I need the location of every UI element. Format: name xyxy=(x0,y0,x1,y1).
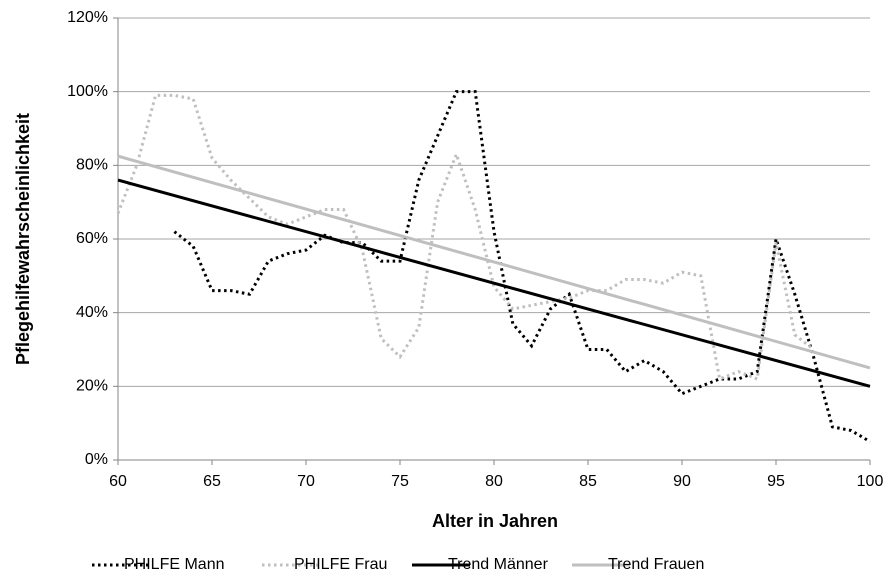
x-tick-label: 90 xyxy=(673,473,691,490)
y-tick-label: 100% xyxy=(67,83,108,100)
series-line xyxy=(117,154,871,370)
legend-label: Trend Frauen xyxy=(608,556,704,573)
x-tick-label: 100 xyxy=(857,473,884,490)
series-line xyxy=(173,90,871,443)
legend-label: Trend Männer xyxy=(448,556,549,573)
x-tick-label: 70 xyxy=(297,473,315,490)
x-tick-label: 60 xyxy=(109,473,127,490)
y-axis-title: Pflegehilfewahrscheinlichkeit xyxy=(13,113,33,365)
x-tick-label: 75 xyxy=(391,473,409,490)
x-tick-label: 65 xyxy=(203,473,221,490)
y-tick-label: 40% xyxy=(76,304,108,321)
x-axis-title: Alter in Jahren xyxy=(432,511,558,531)
x-tick-label: 85 xyxy=(579,473,597,490)
y-tick-label: 20% xyxy=(76,378,108,395)
y-tick-label: 60% xyxy=(76,230,108,247)
legend-label: PHILFE Mann xyxy=(124,556,224,573)
x-tick-label: 80 xyxy=(485,473,503,490)
y-tick-label: 0% xyxy=(85,451,108,468)
x-tick-label: 95 xyxy=(767,473,785,490)
series-line xyxy=(117,178,871,388)
y-tick-label: 80% xyxy=(76,157,108,174)
legend-label: PHILFE Frau xyxy=(294,556,387,573)
series-line xyxy=(116,93,815,382)
y-tick-label: 120% xyxy=(67,9,108,26)
